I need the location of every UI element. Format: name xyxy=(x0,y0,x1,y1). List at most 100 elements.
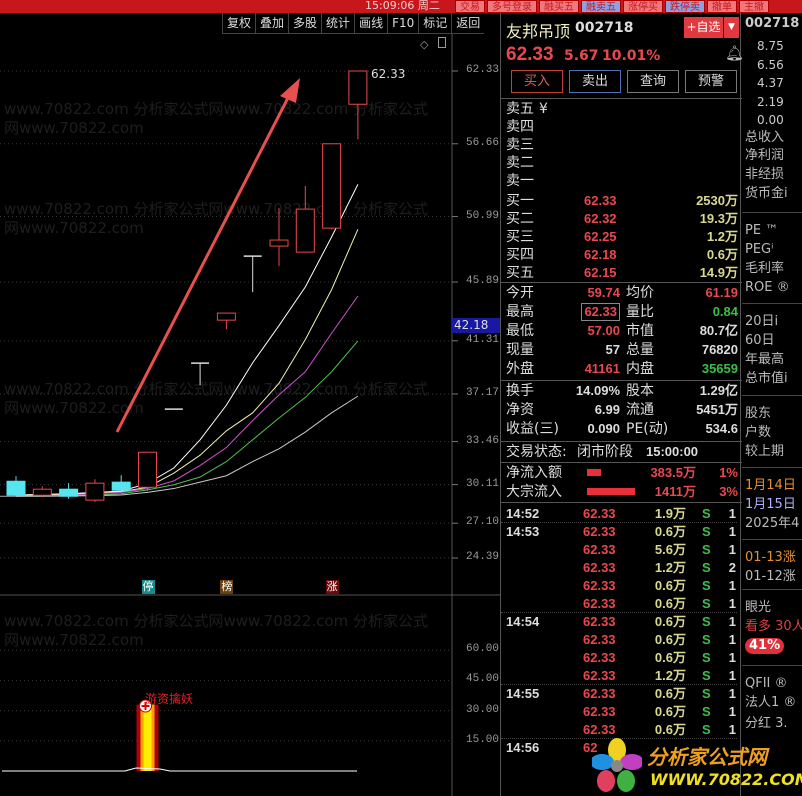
candle-body xyxy=(85,482,105,501)
quote-row: 今开 59.74 均价 61.19 xyxy=(506,285,738,301)
finance-item[interactable]: 1月15日 xyxy=(745,497,796,512)
finance-item[interactable]: 看多 30人 xyxy=(745,619,802,634)
finance-item[interactable]: 股东 xyxy=(745,406,772,421)
watchlist-dropdown-icon[interactable]: ▼ xyxy=(724,17,739,38)
panel-toggle-icon[interactable] xyxy=(438,37,446,48)
finance-item[interactable]: 01-12涨 xyxy=(745,569,796,584)
bid-row: 买一 62.33 2530万 xyxy=(506,193,738,209)
finance-item[interactable]: PEGⁱ xyxy=(745,242,774,257)
signal-marker: 停 xyxy=(141,580,155,594)
price-axis-label: 24.39 xyxy=(466,551,500,563)
finance-item[interactable]: 总市值i xyxy=(745,371,788,386)
finance-item[interactable]: 户数 xyxy=(745,425,772,440)
kline-chart[interactable] xyxy=(0,0,500,796)
candle-body xyxy=(6,480,26,496)
finance-item[interactable]: 货币金i xyxy=(745,186,788,201)
bid-row: 买二 62.32 19.3万 xyxy=(506,211,738,227)
action-button-2[interactable]: 查询 xyxy=(627,70,679,93)
ask-row: 卖二 xyxy=(506,155,534,171)
mini-axis-label: 8.75 xyxy=(757,39,784,53)
finance-item[interactable]: 法人1 ® xyxy=(745,695,797,710)
top-tab[interactable]: 跌停卖 xyxy=(665,0,705,13)
toolbar-button[interactable]: 多股 xyxy=(288,13,321,33)
finance-item[interactable]: 2025年4 xyxy=(745,516,800,531)
action-button-1[interactable]: 卖出 xyxy=(569,70,621,93)
indicator-axis-label: 30.00 xyxy=(466,703,500,716)
bid-row: 买五 62.15 14.9万 xyxy=(506,265,738,281)
fundamental-row: 收益(三) 0.090 PE(动) 534.6 xyxy=(506,421,738,437)
mini-axis-label: 0.00 xyxy=(757,113,784,127)
price-axis-label: 45.89 xyxy=(466,275,500,288)
top-tab[interactable]: 融卖五 xyxy=(581,0,621,13)
price-axis-label: 50.99 xyxy=(466,209,500,222)
finance-item[interactable]: 毛利率 xyxy=(745,261,785,276)
finance-item[interactable]: 1月14日 xyxy=(745,478,796,493)
quote-panel: 友邦吊顶 002718 +自选 ▼ 62.33 5.67 10.01% 🔔︎ 买… xyxy=(500,13,745,796)
finance-item[interactable]: 20日i xyxy=(745,314,779,329)
logo: 分析家公式网 www.70822.com xyxy=(592,738,802,796)
finance-item[interactable]: 总收入 xyxy=(745,130,785,145)
candle-body xyxy=(269,239,289,247)
finance-item[interactable]: 60日 xyxy=(745,333,775,348)
top-tab[interactable]: 交易 xyxy=(455,0,485,13)
finance-item[interactable]: 眼光 xyxy=(745,600,772,615)
finance-item[interactable]: 较上期 xyxy=(745,444,785,459)
trade-status: 交易状态: 闭市阶段 15:00:00 xyxy=(506,444,699,460)
candle-body xyxy=(111,481,131,491)
toolbar-button[interactable]: 统计 xyxy=(321,13,354,33)
price-axis-label: 41.31 xyxy=(466,333,500,346)
tick-row: 62.33 0.6万 S 1 xyxy=(583,596,736,611)
finance-item[interactable]: 净利润 xyxy=(745,148,785,163)
mini-axis-label: 4.37 xyxy=(757,76,784,90)
candle-body xyxy=(59,488,79,497)
bell-icon[interactable]: 🔔︎ xyxy=(725,44,745,62)
toolbar-button[interactable]: F10 xyxy=(387,13,418,33)
top-tab[interactable]: 主撤 xyxy=(739,0,769,13)
candle-body xyxy=(295,208,315,253)
quote-row: 最低 57.00 市值 80.7亿 xyxy=(506,323,738,339)
tick-row: 62.33 0.6万 S 1 xyxy=(583,578,736,593)
top-tab[interactable]: 撤单 xyxy=(707,0,737,13)
capital-flow-row: 净流入额 383.5万 1% xyxy=(506,465,738,481)
diamond-icon[interactable]: ◇ xyxy=(420,38,429,51)
toolbar-button[interactable]: 画线 xyxy=(354,13,387,33)
finance-item[interactable]: 01-13涨 xyxy=(745,550,796,565)
add-watchlist-button[interactable]: +自选 xyxy=(684,17,723,38)
finance-item[interactable]: 年最高 xyxy=(745,352,785,367)
plus-icon xyxy=(141,702,150,710)
candle-body xyxy=(32,488,52,496)
top-tab[interactable]: 多号登录 xyxy=(487,0,537,13)
stock-code: 002718 xyxy=(575,20,634,36)
price-axis-label: 30.11 xyxy=(466,477,500,490)
top-tab[interactable]: 涨停买 xyxy=(623,0,663,13)
price-axis-label: 62.33 xyxy=(466,64,500,76)
quote-row: 外盘 41161 内盘 35659 xyxy=(506,361,738,377)
action-button-0[interactable]: 买入 xyxy=(511,70,563,93)
finance-item[interactable]: ROE ® xyxy=(745,280,790,295)
toolbar-button[interactable]: 复权 xyxy=(222,13,255,33)
finance-item[interactable]: 非经损 xyxy=(745,167,785,182)
flow-bar xyxy=(587,469,602,476)
current-price-tag: 42.18 xyxy=(452,318,500,333)
price-axis-label: 33.46 xyxy=(466,434,500,447)
fundamental-row: 净资 6.99 流通 5451万 xyxy=(506,402,738,418)
signal-marker: 涨 xyxy=(325,580,339,594)
toolbar-button[interactable]: 标记 xyxy=(418,13,451,33)
fundamental-row: 换手 14.09% 股本 1.29亿 xyxy=(506,383,738,399)
price-change-pct: 10.01% xyxy=(602,48,661,64)
price-axis-label: 37.17 xyxy=(466,386,500,399)
tick-row: 62.33 0.6万 S 1 xyxy=(583,722,736,737)
finance-item[interactable]: 41% xyxy=(745,638,785,654)
flow-bar xyxy=(587,488,635,495)
ask-row: 卖一 xyxy=(506,173,534,189)
top-tab[interactable]: 融买五 xyxy=(539,0,579,13)
quote-row: 最高 62.33 量比 0.84 xyxy=(506,303,738,321)
finance-item[interactable]: 分红 3. xyxy=(745,716,788,731)
action-button-3[interactable]: 预警 xyxy=(685,70,737,93)
toolbar-button[interactable]: 返回 xyxy=(451,13,484,33)
toolbar-button[interactable]: 叠加 xyxy=(255,13,288,33)
finance-item[interactable]: QFII ® xyxy=(745,676,788,691)
candle-body xyxy=(138,451,157,488)
finance-item[interactable]: PE ™ xyxy=(745,223,779,238)
price-change: 5.67 xyxy=(564,48,599,64)
